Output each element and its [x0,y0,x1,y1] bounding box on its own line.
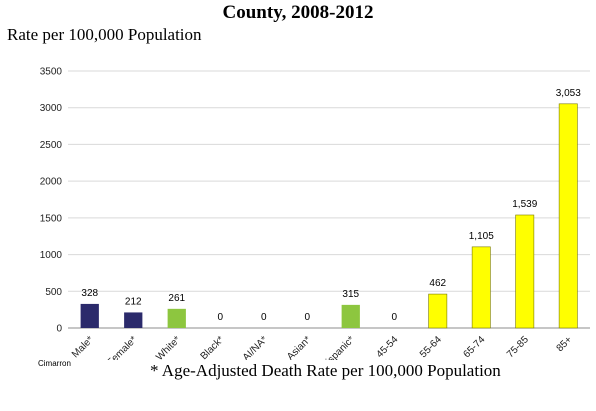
bar [515,214,535,329]
bar [341,304,360,328]
bar [167,308,186,328]
bar [471,246,491,329]
gridlines [68,70,590,329]
bars [80,103,578,329]
x-axis-ticks: Male* Female* White* Black* AI/NA* Asian* Hisp… [70,334,574,360]
data-label: 1,539 [512,199,537,210]
bar [428,293,448,329]
x-tick-label: Male* [70,334,96,360]
y-tick-label: 1000 [40,250,63,261]
data-label: 261 [168,293,185,304]
y-tick-label: 0 [56,324,62,335]
data-label: 0 [391,312,397,323]
data-label: 0 [261,312,267,323]
y-tick-label: 3500 [40,67,63,78]
y-axis-label: Rate per 100,000 Population [7,25,202,44]
data-label: 3,053 [556,88,581,99]
x-tick-label: Asian* [285,334,313,360]
x-tick-label: White* [154,334,183,360]
x-tick-label: 55-64 [418,334,444,360]
bar [80,303,99,328]
x-tick-label: 45-54 [375,334,401,360]
data-label: 0 [217,312,223,323]
x-tick-label: Black* [199,334,227,360]
bar [558,103,578,329]
y-tick-label: 1500 [40,213,63,224]
chart-title: County, 2008-2012 [222,2,374,23]
y-tick-label: 3000 [40,103,63,114]
county-name: Cimarron [38,359,71,368]
data-labels: 328 212 261 0 0 0 315 0 462 1,105 1,539 3,053 [81,88,581,323]
x-tick-label: 75-85 [505,334,531,360]
y-axis-ticks: 0 500 1000 1500 2000 2500 3000 3500 [40,67,63,335]
data-label: 1,105 [469,231,494,242]
data-label: 462 [429,278,446,289]
footnote: * Age-Adjusted Death Rate per 100,000 Po… [150,361,501,380]
data-label: 315 [342,289,359,300]
bar [124,312,143,328]
data-label: 0 [304,312,310,323]
data-label: 212 [125,296,142,307]
x-tick-label: 85+ [555,334,575,354]
y-tick-label: 2500 [40,140,63,151]
y-tick-label: 500 [45,287,62,298]
y-tick-label: 2000 [40,177,63,188]
x-tick-label: Female* [105,334,139,360]
x-tick-label: Hispanic* [319,334,357,360]
data-label: 328 [81,288,98,299]
x-tick-label: 65-74 [462,334,488,360]
x-tick-label: AI/NA* [241,334,270,360]
